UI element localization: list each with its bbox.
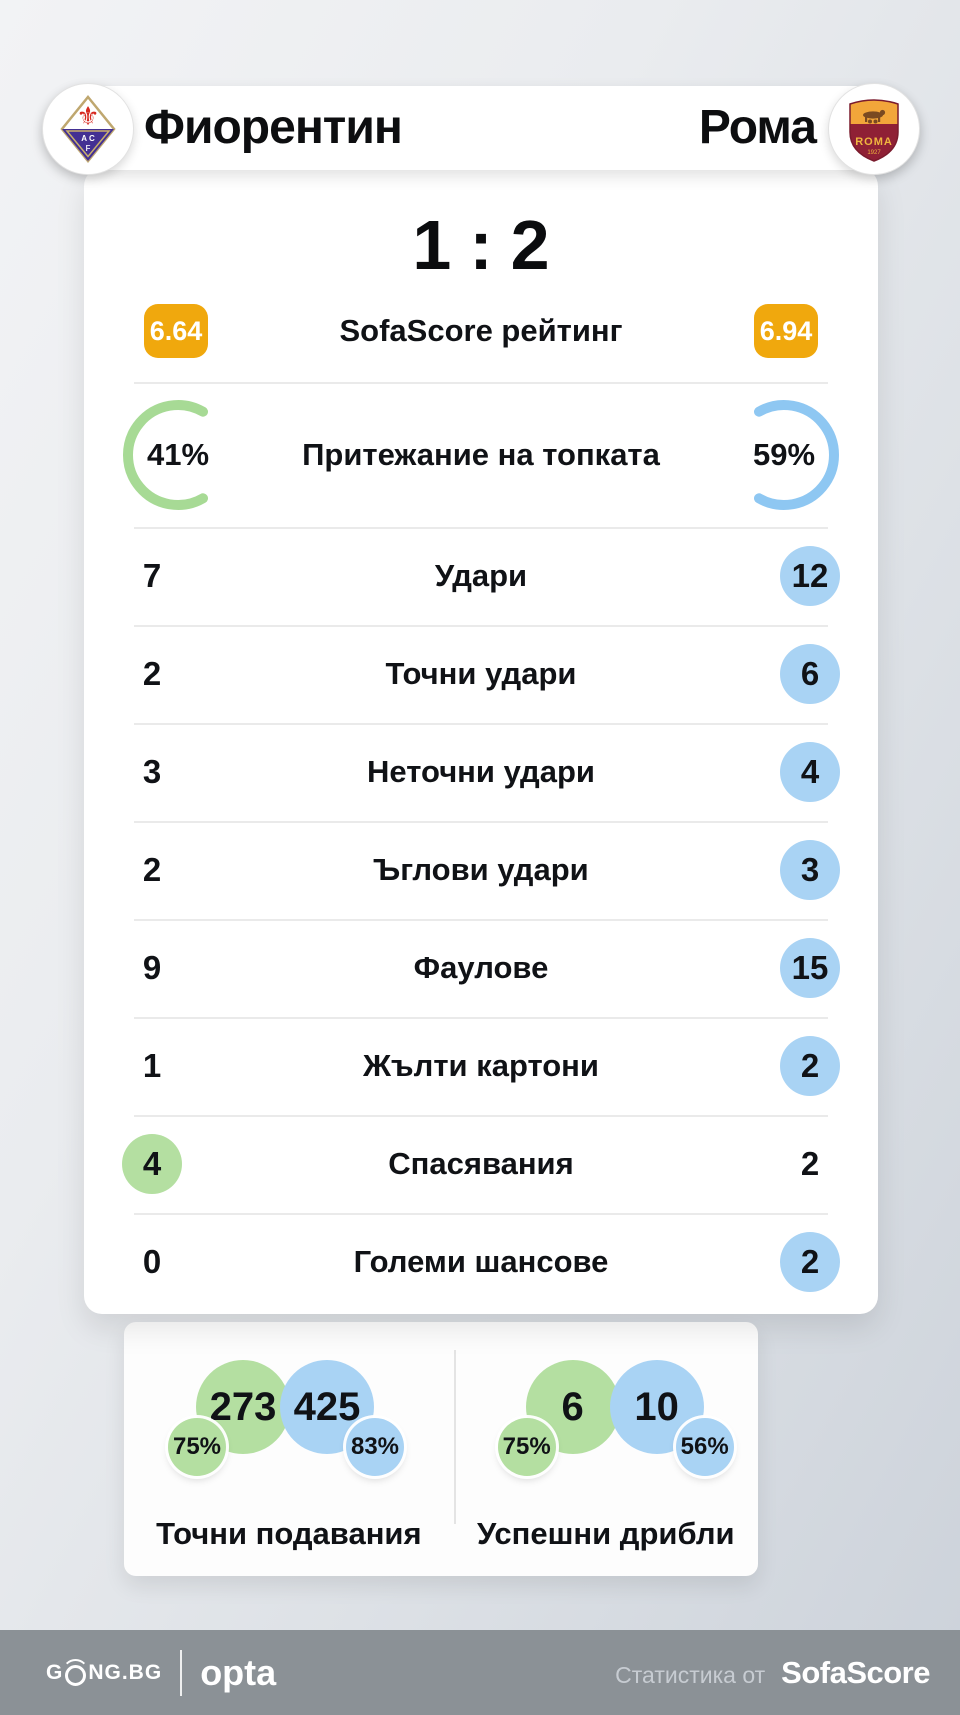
footer-attribution: Статистика от SofaScore bbox=[615, 1655, 930, 1691]
home-team-name: Фиорентин bbox=[144, 101, 403, 154]
match-header: ⚜ A C F Фиорентин Рома ROMA 1927 bbox=[42, 83, 920, 175]
home-stat-value: 0 bbox=[142, 1243, 162, 1280]
home-stat-value: 7 bbox=[142, 557, 162, 594]
opta-logo: opta bbox=[200, 1651, 277, 1693]
home-stat-value: 4 bbox=[122, 1134, 182, 1194]
away-stat-value: 2 bbox=[800, 1145, 820, 1182]
fiorentina-crest-icon: ⚜ A C F bbox=[42, 83, 134, 175]
away-stat-value: 2 bbox=[780, 1232, 840, 1292]
away-dribbles-pct-bubble: 56% bbox=[675, 1418, 734, 1476]
stat-row: 0 Големи шансове 2 bbox=[84, 1213, 878, 1311]
possession-arc-blue-icon bbox=[754, 399, 839, 510]
svg-text:⚜: ⚜ bbox=[76, 102, 99, 132]
rating-row: 6.64 SofaScore рейтинг 6.94 bbox=[84, 280, 878, 382]
away-stat-value: 4 bbox=[780, 742, 840, 802]
fiorentina-crest: ⚜ A C F bbox=[60, 95, 116, 163]
footer-divider bbox=[180, 1649, 183, 1696]
stat-label: Ъглови удари bbox=[373, 852, 589, 887]
possession-arc-green-icon bbox=[123, 399, 208, 510]
away-stat-value: 2 bbox=[780, 1036, 840, 1096]
possession-row: 41% Притежание на топката 59% bbox=[84, 382, 878, 527]
stat-rows-container: 7 Удари 12 2 Точни удари 6 3 Неточни уда… bbox=[84, 527, 878, 1311]
sofascore-logo: SofaScore bbox=[781, 1654, 930, 1690]
home-dribbles-pct-bubble: 75% bbox=[497, 1418, 556, 1476]
svg-text:A C: A C bbox=[81, 134, 95, 143]
stat-row: 4 Спасявания 2 bbox=[84, 1115, 878, 1213]
gong-bg-logo: G NG.BG bbox=[46, 1659, 162, 1686]
home-stat-value: 2 bbox=[142, 851, 162, 888]
stat-row: 9 Фаулове 15 bbox=[84, 919, 878, 1017]
away-score: 2 bbox=[510, 206, 550, 284]
stat-row: 2 Ъглови удари 3 bbox=[84, 821, 878, 919]
away-team-name: Рома bbox=[698, 101, 817, 154]
stats-by-label: Статистика от bbox=[615, 1661, 766, 1688]
stat-row: 2 Точни удари 6 bbox=[84, 625, 878, 723]
away-stat-value: 12 bbox=[780, 546, 840, 606]
stat-row: 7 Удари 12 bbox=[84, 527, 878, 625]
footer-logos: G NG.BG opta bbox=[46, 1649, 277, 1696]
away-stat-value: 15 bbox=[780, 938, 840, 998]
dribbles-label: Успешни дрибли bbox=[477, 1516, 735, 1551]
stat-label: Удари bbox=[434, 558, 528, 593]
home-stat-value: 3 bbox=[142, 753, 162, 790]
away-possession-arc: 59% bbox=[726, 397, 842, 513]
stat-row: 3 Неточни удари 4 bbox=[84, 723, 878, 821]
svg-text:F: F bbox=[86, 144, 91, 153]
panel-divider bbox=[453, 1350, 456, 1524]
home-stat-value: 9 bbox=[142, 949, 162, 986]
away-passes-pct-bubble: 83% bbox=[346, 1418, 404, 1476]
home-possession-arc: 41% bbox=[120, 397, 236, 513]
home-passes-bubble: 273 bbox=[196, 1360, 290, 1454]
home-score: 1 bbox=[412, 206, 452, 284]
away-passes-bubble: 425 bbox=[280, 1360, 374, 1454]
roma-crest-icon: ROMA 1927 bbox=[828, 83, 920, 175]
stat-label: Големи шансове bbox=[353, 1244, 609, 1279]
home-stat-value: 1 bbox=[142, 1047, 162, 1084]
match-score: 1 : 2 bbox=[84, 168, 878, 280]
away-rating-badge: 6.94 bbox=[754, 304, 818, 358]
home-passes-pct-bubble: 75% bbox=[168, 1418, 226, 1476]
home-possession-value: 41% bbox=[146, 436, 210, 472]
passes-label: Точни подавания bbox=[156, 1516, 422, 1551]
svg-text:ROMA: ROMA bbox=[855, 136, 893, 148]
stats-card: 1 : 2 6.64 SofaScore рейтинг 6.94 41% Пр… bbox=[84, 168, 878, 1314]
stat-label: Жълти картони bbox=[363, 1048, 599, 1083]
away-stat-value: 6 bbox=[780, 644, 840, 704]
stat-label: Фаулове bbox=[413, 950, 549, 985]
stat-row: 1 Жълти картони 2 bbox=[84, 1017, 878, 1115]
home-rating-badge: 6.64 bbox=[144, 304, 208, 358]
gong-broadcast-icon bbox=[62, 1659, 90, 1686]
rating-label: SofaScore рейтинг bbox=[339, 313, 623, 348]
away-possession-value: 59% bbox=[752, 436, 816, 472]
possession-label: Притежание на топката bbox=[302, 436, 660, 472]
away-stat-value: 3 bbox=[780, 840, 840, 900]
footer-bar: G NG.BG opta Статистика от SofaScore bbox=[0, 1630, 960, 1715]
score-separator: : bbox=[469, 206, 493, 284]
stat-label: Точни удари bbox=[385, 656, 577, 691]
stat-label: Спасявания bbox=[388, 1146, 574, 1181]
svg-text:1927: 1927 bbox=[867, 150, 881, 156]
home-stat-value: 2 bbox=[142, 655, 162, 692]
detail-card: 273 425 75% 83% Точни подавания 6 10 75%… bbox=[124, 1322, 758, 1576]
stat-label: Неточни удари bbox=[367, 754, 595, 789]
roma-crest: ROMA 1927 bbox=[849, 99, 899, 162]
dribbles-panel: 6 10 75% 56% Успешни дрибли bbox=[454, 1322, 758, 1576]
passes-panel: 273 425 75% 83% Точни подавания bbox=[124, 1322, 454, 1576]
